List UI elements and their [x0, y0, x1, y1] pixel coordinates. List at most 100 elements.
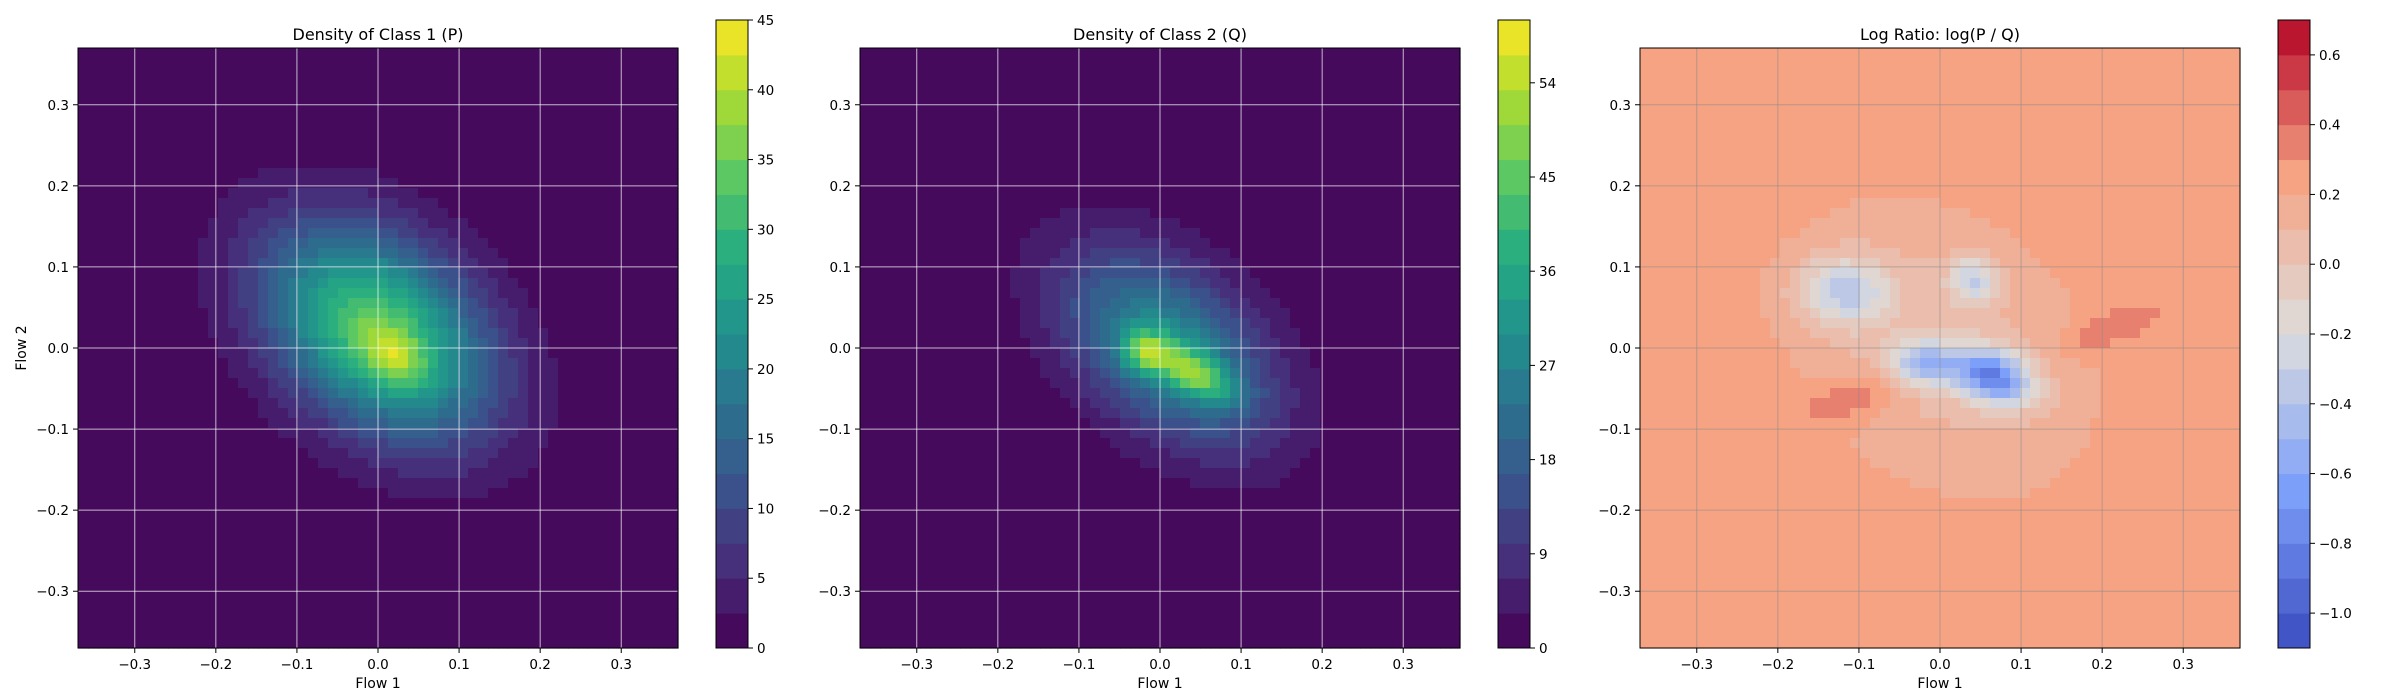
heatmap-cell	[418, 298, 429, 309]
heatmap-cell	[538, 438, 549, 449]
heatmap-cell	[538, 408, 549, 419]
heatmap-cell	[428, 318, 439, 329]
heatmap-cell	[598, 88, 609, 99]
heatmap-cell	[1210, 208, 1221, 219]
heatmap-cell	[448, 128, 459, 139]
heatmap-cell	[418, 328, 429, 339]
heatmap-cell	[258, 198, 269, 209]
heatmap-cell	[308, 388, 319, 399]
heatmap-cell	[198, 248, 209, 259]
heatmap-cell	[348, 618, 359, 629]
heatmap-cell	[118, 528, 129, 539]
heatmap-cell	[870, 248, 881, 259]
heatmap-cell	[398, 198, 409, 209]
heatmap-cell	[258, 328, 269, 339]
heatmap-cell	[608, 428, 619, 439]
heatmap-cell	[1190, 228, 1201, 239]
heatmap-cell	[568, 318, 579, 329]
heatmap-cell	[1330, 188, 1341, 199]
heatmap-cell	[258, 238, 269, 249]
heatmap-cell	[188, 398, 199, 409]
heatmap-cell	[128, 378, 139, 389]
heatmap-cell	[598, 148, 609, 159]
heatmap-cell	[638, 358, 649, 369]
heatmap-cell	[248, 508, 259, 519]
heatmap-cell	[328, 548, 339, 559]
heatmap-cell	[1250, 118, 1261, 129]
heatmap-cell	[1280, 48, 1291, 59]
heatmap-cell	[288, 308, 299, 319]
heatmap-cell	[1450, 168, 1461, 179]
heatmap-cell	[318, 68, 329, 79]
heatmap-cell	[248, 238, 259, 249]
heatmap-cell	[198, 338, 209, 349]
heatmap-cell	[900, 68, 911, 79]
heatmap-cell	[438, 218, 449, 229]
heatmap-cell	[218, 618, 229, 629]
heatmap-cell	[398, 258, 409, 269]
heatmap-cell	[1090, 48, 1101, 59]
heatmap-cell	[438, 408, 449, 419]
heatmap-cell	[308, 428, 319, 439]
heatmap-cell	[238, 268, 249, 279]
heatmap-cell	[860, 188, 871, 199]
heatmap-cell	[588, 568, 599, 579]
heatmap-cell	[158, 118, 169, 129]
heatmap-cell	[248, 88, 259, 99]
heatmap-cell	[148, 278, 159, 289]
heatmap-cell	[900, 258, 911, 269]
heatmap-cell	[940, 138, 951, 149]
heatmap-cell	[1170, 108, 1181, 119]
heatmap-cell	[368, 428, 379, 439]
heatmap-cell	[488, 168, 499, 179]
heatmap-cell	[298, 398, 309, 409]
heatmap-cell	[1270, 128, 1281, 139]
heatmap-cell	[960, 248, 971, 259]
heatmap-cell	[288, 268, 299, 279]
heatmap-cell	[578, 518, 589, 529]
heatmap-cell	[1030, 148, 1041, 159]
heatmap-cell	[1310, 178, 1321, 189]
heatmap-cell	[558, 458, 569, 469]
heatmap-cell	[408, 158, 419, 169]
heatmap-cell	[418, 558, 429, 569]
heatmap-cell	[1320, 68, 1331, 79]
heatmap-cell	[1430, 198, 1441, 209]
heatmap-cell	[298, 48, 309, 59]
heatmap-cell	[1180, 238, 1191, 249]
heatmap-cell	[288, 498, 299, 509]
heatmap-cell	[1250, 58, 1261, 69]
heatmap-cell	[98, 48, 109, 59]
heatmap-cell	[298, 158, 309, 169]
heatmap-cell	[408, 408, 419, 419]
heatmap-cell	[1110, 188, 1121, 199]
heatmap-cell	[228, 408, 239, 419]
heatmap-cell	[568, 568, 579, 579]
heatmap-cell	[890, 128, 901, 139]
heatmap-cell	[1140, 88, 1151, 99]
heatmap-cell	[1410, 178, 1421, 189]
heatmap-cell	[880, 188, 891, 199]
heatmap-cell	[88, 248, 99, 259]
heatmap-cell	[528, 488, 539, 499]
heatmap-cell	[990, 58, 1001, 69]
heatmap-cell	[658, 478, 669, 489]
heatmap-cell	[498, 618, 509, 629]
heatmap-cell	[1240, 258, 1251, 269]
heatmap-cell	[1070, 78, 1081, 89]
heatmap-cell	[608, 288, 619, 299]
heatmap-cell	[1120, 218, 1131, 229]
heatmap-cell	[428, 638, 439, 649]
heatmap-cell	[508, 458, 519, 469]
heatmap-cell	[1430, 128, 1441, 139]
heatmap-cell	[658, 498, 669, 509]
heatmap-cell	[418, 208, 429, 219]
heatmap-cell	[148, 548, 159, 559]
heatmap-cell	[1230, 158, 1241, 169]
heatmap-cell	[1130, 218, 1141, 229]
heatmap-cell	[188, 228, 199, 239]
heatmap-cell	[488, 198, 499, 209]
heatmap-cell	[578, 88, 589, 99]
heatmap-cell	[248, 448, 259, 459]
heatmap-cell	[418, 318, 429, 329]
